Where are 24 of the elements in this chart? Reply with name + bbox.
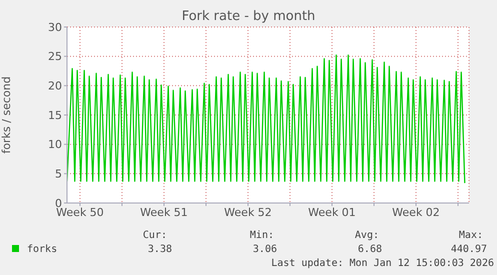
y-tick-label: 15 [48,108,62,122]
text: 3.38 [148,244,172,255]
y-tick-label: 25 [48,50,62,64]
x-tick-label: Week 51 [140,206,188,219]
text: Last update: Mon Jan 12 15:00:03 2026 [271,258,494,269]
text: Cur: [142,230,167,241]
y-tick-label: 10 [48,138,62,152]
legend-label: forks [26,244,58,255]
y-tick-label: 5 [55,168,62,181]
chart-title: Fork rate - by month [182,9,316,24]
text: 3.06 [252,244,277,255]
x-tick-label: Week 01 [308,206,356,219]
text: Max: [458,230,483,241]
text: Avg: [354,230,379,241]
line-series [67,54,466,184]
y-axis-title: forks / second [0,76,13,154]
text: 6.68 [358,244,382,255]
y-tick-label: 20 [48,80,62,93]
y-tick-label: 30 [48,20,62,34]
x-tick-label: Week 50 [56,206,104,219]
text: Min: [250,230,274,241]
x-tick-label: Week 52 [224,206,272,219]
x-tick-label: Week 02 [392,206,440,219]
text: 440.97 [450,244,487,255]
